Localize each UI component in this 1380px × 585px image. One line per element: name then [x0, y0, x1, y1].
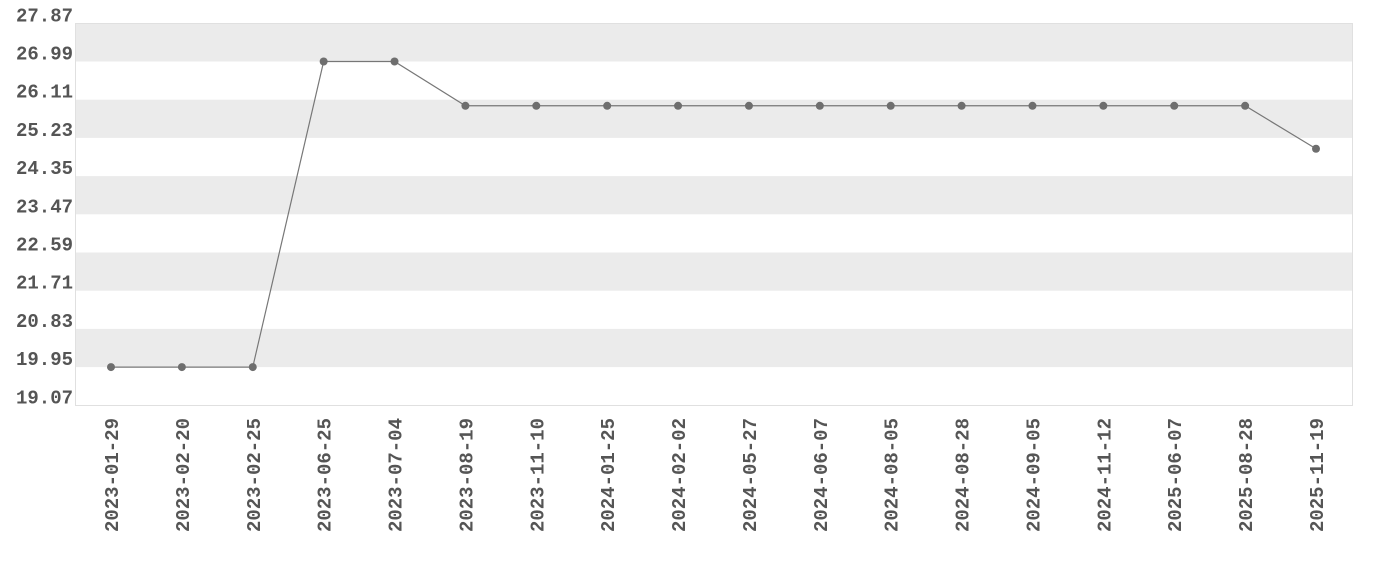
x-tick-label: 2023-02-25 [244, 418, 266, 532]
y-tick-label: 25.23 [16, 120, 73, 142]
y-tick-label: 26.11 [16, 82, 73, 104]
grid-band [75, 252, 1352, 291]
x-tick-label: 2024-11-12 [1094, 418, 1116, 532]
grid-bands [75, 23, 1352, 368]
y-tick-label: 23.47 [16, 196, 73, 218]
y-tick-label: 21.71 [16, 273, 73, 295]
x-tick-label: 2023-01-29 [102, 418, 124, 532]
data-point [674, 101, 683, 110]
x-tick-label: 2025-08-28 [1236, 418, 1258, 532]
grid-band [75, 176, 1352, 215]
y-tick-label: 24.35 [16, 158, 73, 180]
x-tick-label: 2024-06-07 [811, 418, 833, 532]
series-line [111, 60, 1317, 368]
grid-band [75, 23, 1352, 62]
x-tick-label: 2024-09-05 [1023, 418, 1045, 532]
x-tick-label: 2023-06-25 [315, 418, 337, 532]
y-tick-label: 27.87 [16, 5, 73, 27]
x-tick-label: 2024-01-25 [598, 418, 620, 532]
data-point [390, 57, 399, 66]
x-tick-label: 2024-02-02 [669, 418, 691, 532]
data-point [1312, 144, 1320, 153]
x-tick-label: 2024-08-28 [953, 418, 975, 532]
data-point [957, 101, 966, 110]
x-tick-label: 2024-05-27 [740, 418, 762, 532]
x-tick-label: 2023-02-20 [173, 418, 195, 532]
data-point [319, 57, 328, 66]
data-point [177, 363, 186, 372]
y-tick-label: 19.07 [16, 387, 73, 409]
x-tick-label: 2024-08-05 [882, 418, 904, 532]
data-point [1170, 101, 1179, 110]
x-tick-label: 2025-11-19 [1307, 418, 1329, 532]
data-point [461, 101, 470, 110]
data-point [1028, 101, 1037, 110]
y-axis: 19.07 19.95 20.83 21.71 22.59 23.47 24.35 25.23… [16, 5, 73, 409]
x-tick-label: 2023-07-04 [386, 418, 408, 532]
data-point [248, 363, 257, 372]
data-point [532, 101, 541, 110]
data-point [886, 101, 895, 110]
x-axis: 2023-01-29 2023-02-20 2023-02-25 2023-06-25… [102, 418, 1329, 532]
series-points [107, 57, 1320, 372]
y-tick-label: 19.95 [16, 349, 73, 371]
data-point [1241, 101, 1250, 110]
data-point [815, 101, 824, 110]
y-tick-label: 26.99 [16, 44, 73, 66]
data-point [107, 363, 115, 372]
x-tick-label: 2023-11-10 [527, 418, 549, 532]
grid-band [75, 328, 1352, 368]
x-tick-label: 2023-08-19 [456, 418, 478, 532]
data-point [1099, 101, 1108, 110]
y-tick-label: 22.59 [16, 235, 73, 257]
data-point [744, 101, 753, 110]
y-tick-label: 20.83 [16, 311, 73, 333]
x-tick-label: 2025-06-07 [1165, 418, 1187, 532]
data-point [603, 101, 612, 110]
plot-border [75, 23, 1353, 406]
